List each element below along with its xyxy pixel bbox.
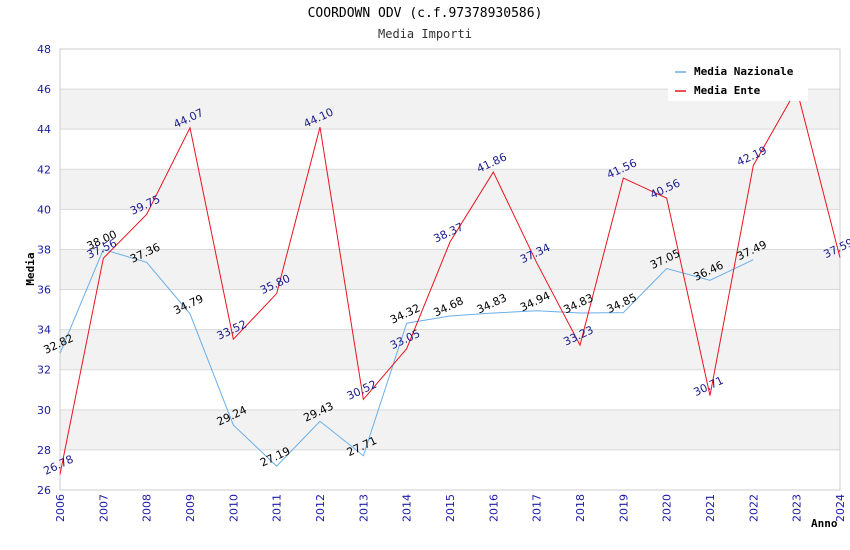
y-tick-label: 30	[37, 404, 51, 417]
x-tick-label: 2017	[531, 494, 544, 522]
x-tick-label: 2023	[791, 494, 804, 522]
data-label: 34.79	[171, 292, 205, 317]
series-line-media-nazionale	[59, 248, 754, 467]
plot-band	[60, 249, 840, 290]
y-tick-label: 36	[37, 284, 51, 297]
x-tick-label: 2013	[357, 494, 370, 522]
plot-band	[60, 409, 840, 450]
y-tick-label: 40	[37, 203, 51, 216]
legend-label-media-ente: Media Ente	[694, 84, 761, 97]
x-tick-label: 2014	[401, 494, 414, 522]
y-tick-label: 34	[37, 324, 51, 337]
y-tick-label: 46	[37, 83, 51, 96]
chart-title: COORDOWN ODV (c.f.97378930586)	[307, 6, 543, 21]
y-tick-label: 48	[37, 43, 51, 56]
y-tick-label: 38	[37, 243, 51, 256]
x-tick-label: 2018	[574, 494, 587, 522]
series-lines	[59, 87, 841, 475]
plot-band	[60, 329, 840, 370]
data-label: 38.37	[431, 220, 465, 245]
data-label: 42.19	[735, 144, 769, 169]
x-tick-label: 2015	[444, 494, 457, 522]
legend: Media Nazionale Media Ente	[668, 59, 808, 101]
y-axis-title: Media	[24, 252, 37, 285]
series-line-media-ente	[59, 87, 841, 475]
x-tick-label: 2024	[834, 494, 847, 522]
y-tick-label: 44	[37, 123, 51, 136]
x-tick-label: 2012	[314, 494, 327, 522]
legend-box	[668, 59, 808, 101]
legend-label-media-nazionale: Media Nazionale	[694, 65, 794, 78]
x-tick-label: 2008	[141, 494, 154, 522]
x-tick-label: 2021	[704, 494, 717, 522]
x-tick-label: 2016	[487, 494, 500, 522]
x-tick-label: 2006	[54, 494, 67, 522]
y-tick-label: 26	[37, 484, 51, 497]
chart-subtitle: Media Importi	[378, 27, 472, 41]
x-axis-ticks: 2006 2007 2008 2009 2010 2011 2012 2013 2014 2015…	[54, 494, 847, 522]
x-tick-label: 2009	[184, 494, 197, 522]
x-axis-title: Anno	[811, 517, 838, 530]
x-tick-label: 2010	[227, 494, 240, 522]
y-tick-label: 32	[37, 364, 51, 377]
x-tick-label: 2022	[747, 494, 760, 522]
data-label: 30.52	[345, 378, 379, 403]
x-tick-label: 2011	[271, 494, 284, 522]
y-axis-ticks: 26 28 30 32 34 36 38 40 42 44 46 48	[37, 43, 51, 497]
x-tick-label: 2019	[617, 494, 630, 522]
y-tick-label: 28	[37, 444, 51, 457]
y-tick-label: 42	[37, 163, 51, 176]
data-label: 30.71	[691, 374, 725, 399]
x-tick-label: 2020	[661, 494, 674, 522]
plot-band	[60, 169, 840, 210]
plot-area-border	[59, 48, 841, 491]
x-tick-label: 2007	[97, 494, 110, 522]
